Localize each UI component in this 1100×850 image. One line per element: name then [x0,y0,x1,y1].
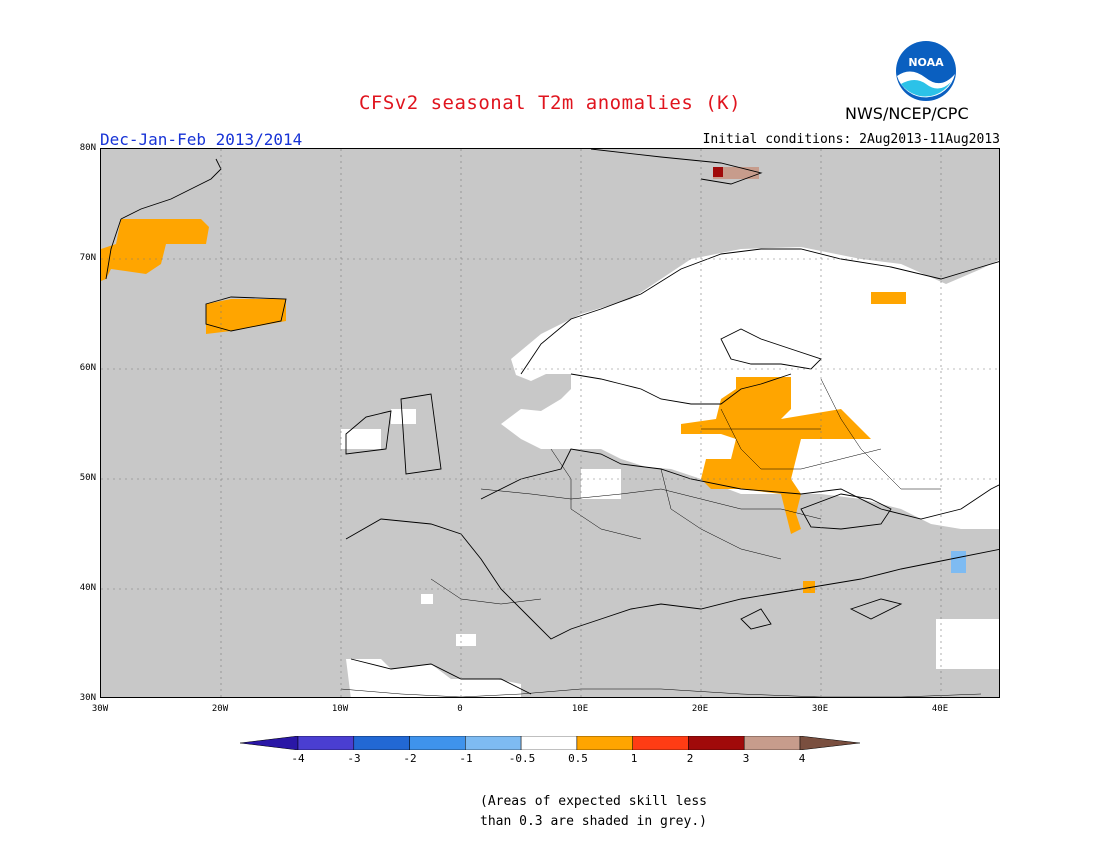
lat-tick: 60N [79,363,96,373]
legend-swatch [409,735,466,751]
lon-tick: 40E [931,704,949,714]
season-label: Dec-Jan-Feb 2013/2014 [100,130,303,149]
lat-tick: 50N [79,473,96,483]
logo-text: NOAA [908,56,944,69]
legend-swatch [576,735,633,751]
lon-tick: 30W [91,704,109,714]
legend-label: 2 [686,752,694,765]
lat-tick: 30N [79,693,96,703]
legend-swatch [353,735,410,751]
lon-tick: 20E [691,704,709,714]
lat-tick: 40N [79,583,96,593]
warm-anomaly-regions [101,219,906,593]
lon-tick: 30E [811,704,829,714]
legend-label: -4 [291,752,305,765]
lon-tick: 10E [571,704,589,714]
graticule [101,149,999,697]
legend-swatch [632,735,689,751]
legend-label: 3 [742,752,750,765]
legend-swatch [297,735,355,751]
noaa-logo: NOAA [895,40,957,102]
skill-note-line1: (Areas of expected skill less [480,794,707,809]
legend-label: -2 [403,752,417,765]
legend-label: 0.5 [568,752,588,765]
color-legend [239,735,861,754]
legend-label: 4 [798,752,806,765]
initial-conditions-label: Initial conditions: 2Aug2013-11Aug2013 [702,132,1000,147]
skill-note: (Areas of expected skill less than 0.3 a… [480,792,707,832]
legend-swatch [688,735,745,751]
legend-swatch [743,735,801,751]
lat-tick: 80N [79,143,96,153]
legend-label: -0.5 [508,752,536,765]
skill-note-line2: than 0.3 are shaded in grey.) [480,814,707,829]
lon-tick: 20W [211,704,229,714]
cool-anomaly-cell [951,551,966,573]
map-title: CFSv2 seasonal T2m anomalies (K) [358,92,742,114]
lat-tick: 70N [79,253,96,263]
anomaly-map [100,148,1000,698]
legend-arrow-high [799,735,861,751]
legend-swatch [465,735,522,751]
legend-swatch [520,735,578,751]
lon-tick: 10W [331,704,349,714]
lon-tick: 0 [457,704,463,714]
strong-warm-anomaly [713,167,759,179]
organization-label: NWS/NCEP/CPC [845,104,969,123]
legend-arrow-low [239,735,299,751]
legend-label: -1 [459,752,473,765]
legend-label: 1 [630,752,638,765]
legend-label: -3 [347,752,361,765]
